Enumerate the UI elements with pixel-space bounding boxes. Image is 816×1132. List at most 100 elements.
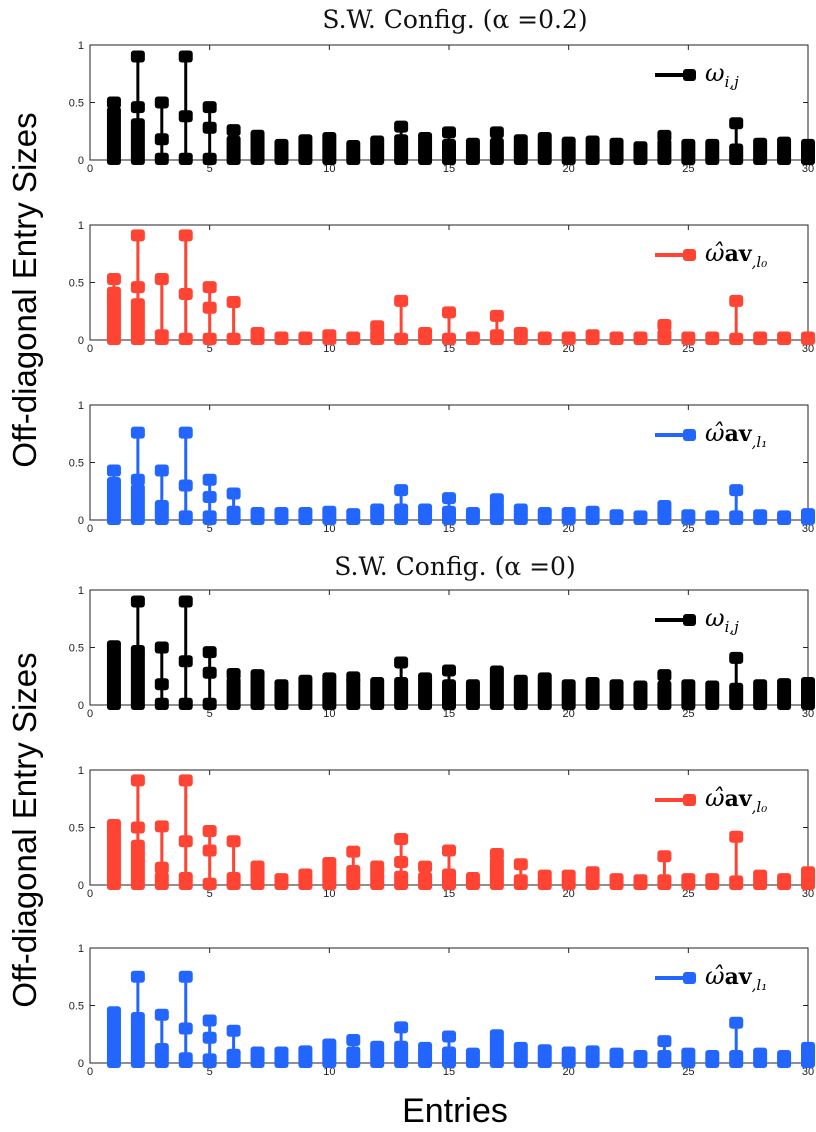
stem-band [489, 857, 504, 890]
stem-band [226, 332, 241, 345]
stem-band [154, 329, 169, 345]
stem-marker [489, 493, 504, 506]
stem-band [370, 677, 385, 710]
stem-band [753, 331, 768, 345]
y-tick-label: 0.5 [69, 643, 84, 655]
stem-marker [729, 1016, 744, 1029]
stem-marker [226, 835, 241, 848]
stem-band [442, 868, 456, 890]
stem-band [178, 871, 193, 890]
stem-band [346, 865, 361, 890]
stem-band [154, 697, 169, 710]
stem-band [130, 118, 145, 165]
stem-band [657, 874, 672, 890]
y-tick-label: 0 [78, 1058, 84, 1070]
stem-band [394, 503, 409, 525]
stem-band [370, 135, 385, 165]
stem-marker [489, 847, 504, 860]
stem-band [465, 871, 480, 890]
stem-band [442, 138, 456, 165]
x-tick-label: 10 [323, 708, 335, 720]
x-tick-label: 0 [87, 163, 93, 175]
x-tick-label: 20 [563, 1066, 575, 1078]
stem-band [418, 132, 433, 165]
stem-marker [202, 301, 217, 314]
x-tick-label: 20 [563, 163, 575, 175]
stem-marker [729, 294, 744, 307]
stem-band [130, 298, 145, 345]
stem-band [226, 677, 241, 710]
legend-marker [683, 69, 696, 81]
stem-band [681, 873, 696, 890]
stem-marker [154, 861, 169, 874]
stem-band [633, 331, 648, 345]
stem-marker [729, 651, 744, 664]
stem-band [370, 1040, 385, 1068]
stem-marker [226, 667, 241, 680]
stem-band [753, 1047, 768, 1068]
x-tick-label: 30 [802, 888, 814, 900]
x-tick-label: 20 [563, 888, 575, 900]
stem-band [202, 510, 217, 525]
stem-band [202, 332, 217, 345]
stem-band [657, 329, 672, 345]
x-tick-label: 25 [682, 708, 694, 720]
stem-marker [729, 117, 744, 130]
x-tick-label: 5 [207, 888, 213, 900]
stem-marker [346, 1034, 361, 1046]
stem-band [346, 677, 361, 710]
stem-marker [154, 678, 169, 691]
stem-marker [394, 294, 409, 307]
x-tick-label: 0 [87, 1066, 93, 1078]
stem-band [777, 678, 792, 710]
stem-marker [489, 126, 504, 139]
x-tick-label: 25 [682, 163, 694, 175]
stem-band [801, 1041, 815, 1068]
stem-band [537, 506, 552, 525]
y-tick-label: 0 [78, 700, 84, 712]
stem-band [178, 510, 193, 525]
stem-band [777, 873, 792, 890]
group-title-alpha-0: S.W. Config. (α =0) [334, 552, 575, 581]
x-tick-label: 15 [443, 1066, 455, 1078]
x-tick-label: 30 [802, 1066, 814, 1078]
stem-band [274, 873, 289, 890]
stem-marker [226, 487, 241, 500]
y-tick-label: 1 [78, 400, 84, 412]
stem-band [226, 505, 241, 525]
stem-band [298, 1045, 313, 1068]
stem-band [753, 509, 768, 525]
stem-band [394, 134, 409, 165]
stem-band [154, 1043, 169, 1068]
stem-band [322, 505, 337, 525]
stem-band [106, 477, 121, 525]
y-tick-label: 0.5 [69, 823, 84, 835]
x-tick-label: 10 [323, 343, 335, 355]
stem-band [322, 132, 337, 165]
stem-marker [106, 464, 121, 477]
stem-band [370, 860, 385, 890]
x-tick-label: 15 [443, 888, 455, 900]
stem-marker [202, 491, 217, 503]
stem-band [585, 135, 600, 165]
stem-band [178, 332, 193, 345]
stem-marker [394, 833, 409, 845]
stem-marker [202, 121, 217, 134]
stem-marker [657, 850, 672, 863]
stem-band [298, 506, 313, 525]
stem-marker [130, 595, 145, 608]
stem-band [250, 860, 265, 890]
stem-band [442, 1046, 456, 1068]
stem-band [130, 651, 145, 710]
legend-label: ω̂av,l₁ [705, 419, 767, 451]
x-tick-label: 15 [443, 163, 455, 175]
y-tick-label: 0.5 [69, 98, 84, 110]
stem-marker [154, 96, 169, 109]
legend-marker [683, 249, 696, 261]
x-tick-label: 5 [207, 1066, 213, 1078]
stem-band [274, 679, 289, 710]
stem-band [465, 679, 480, 710]
stem-band [561, 679, 576, 710]
stem-band [226, 871, 241, 890]
